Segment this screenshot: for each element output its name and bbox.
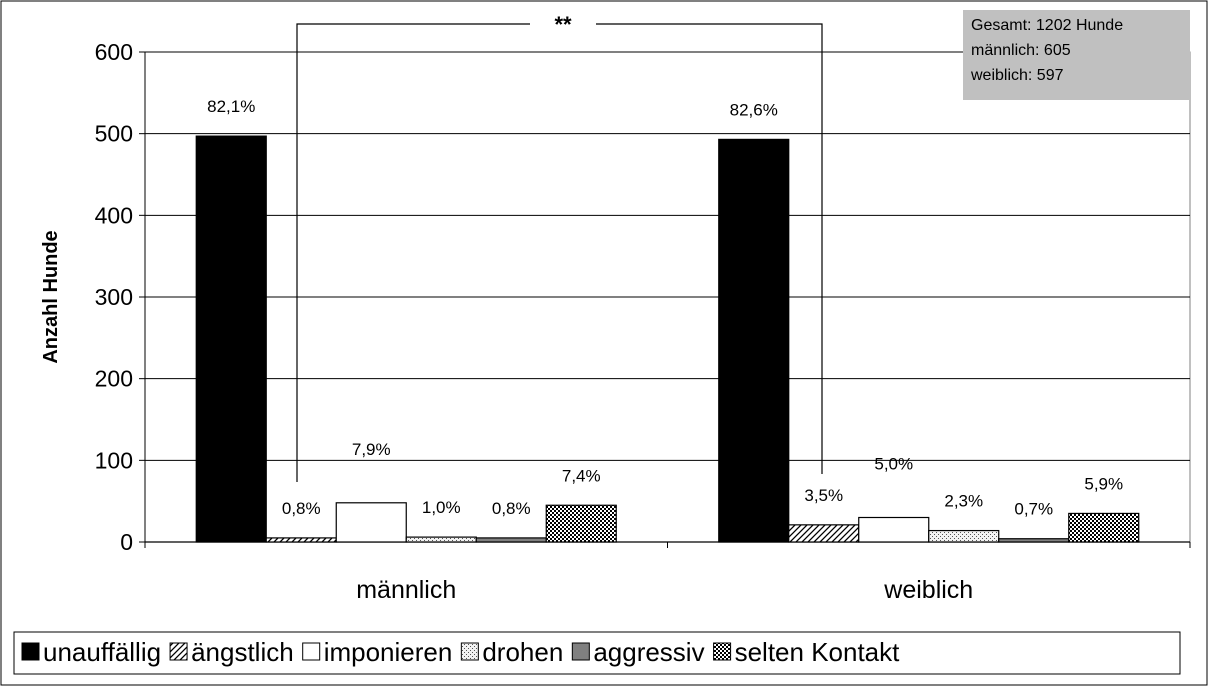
legend-swatch (571, 642, 590, 661)
legend-label: drohen (482, 637, 563, 667)
bar (788, 524, 860, 543)
data-label: 1,0% (422, 498, 461, 517)
bar (265, 537, 337, 543)
legend-swatch (302, 642, 321, 661)
legend-label: selten Kontakt (735, 637, 901, 667)
significance-marker: ** (554, 12, 572, 37)
legend-frame (13, 631, 1181, 675)
bracket-right-arm (596, 23, 823, 474)
data-labels: 82,1% 0,8% 7,9% 1,0% 0,8% 7,4% 82,6% 3,5% 5,0% 2,… (207, 97, 1123, 519)
bar (195, 135, 267, 543)
bar (998, 538, 1070, 543)
y-tick-label: 100 (95, 447, 133, 473)
y-tick-label: 500 (95, 121, 133, 147)
bar (545, 504, 617, 543)
data-label: 5,9% (1084, 474, 1123, 493)
legend-label: ängstlich (191, 637, 294, 667)
data-label: 0,8% (492, 499, 531, 518)
legend-swatch (169, 642, 188, 661)
info-box: Gesamt: 1202 Hunde männlich: 605 weiblic… (963, 10, 1190, 100)
bars (195, 135, 1140, 543)
bar (475, 537, 547, 543)
legend-label: unauffällig (43, 637, 161, 667)
y-tick-label: 600 (95, 39, 133, 65)
y-tick-label: 300 (95, 284, 133, 310)
data-label: 82,6% (730, 100, 778, 119)
info-box-background (963, 10, 1190, 100)
bar (858, 516, 930, 543)
bar (718, 138, 790, 543)
info-male: männlich: 605 (971, 42, 1071, 59)
significance-bracket: ** (296, 12, 823, 482)
bar (1068, 512, 1140, 543)
legend-label: aggressiv (593, 637, 704, 667)
bar (928, 529, 1000, 543)
category-label: weiblich (883, 576, 973, 604)
data-label: 2,3% (944, 492, 983, 511)
data-label: 3,5% (804, 486, 843, 505)
legend-swatch (713, 642, 732, 661)
gridlines (145, 51, 1190, 461)
info-female: weiblich: 597 (970, 67, 1064, 84)
data-label: 7,4% (562, 466, 601, 485)
info-total: Gesamt: 1202 Hunde (971, 17, 1123, 34)
legend-swatch (21, 642, 40, 661)
data-label: 82,1% (207, 97, 255, 116)
legend: unauffällig ängstlich imponieren drohen aggr… (13, 631, 1181, 675)
y-tick-label: 400 (95, 202, 133, 228)
y-axis-title: Anzahl Hunde (40, 230, 62, 363)
y-axis: 0 100 200 300 400 500 600 (95, 39, 146, 555)
data-label: 0,7% (1014, 500, 1053, 519)
bracket-left-arm (296, 23, 530, 482)
data-label: 5,0% (874, 455, 913, 474)
category-label: männlich (356, 576, 456, 604)
legend-label: imponieren (324, 637, 453, 667)
data-label: 0,8% (282, 499, 321, 518)
bar (335, 502, 407, 543)
bar (405, 536, 477, 543)
data-label: 7,9% (352, 440, 391, 459)
y-tick-label: 0 (120, 529, 133, 555)
y-tick-label: 200 (95, 366, 133, 392)
legend-swatch (460, 642, 479, 661)
category-labels: männlich weiblich (356, 576, 973, 604)
